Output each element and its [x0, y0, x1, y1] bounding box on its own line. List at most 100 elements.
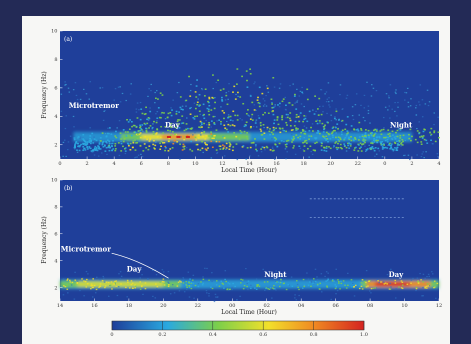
panel-b-speckle: [79, 289, 81, 292]
panel-a-speckle: [404, 139, 406, 142]
panel-a-energy-cell: [208, 113, 211, 116]
panel-b-speckle: [278, 272, 280, 275]
panel-a-energy-cell: [223, 137, 226, 139]
panel-a-speckle: [388, 97, 390, 99]
panel-a-energy-cell: [302, 141, 304, 144]
panel-a-speckle: [215, 81, 218, 84]
panel-b-energy-cell: [64, 286, 67, 288]
panel-a-speckle: [327, 101, 330, 103]
panel-a-speckle: [345, 97, 348, 99]
panel-a-night-cell: [393, 141, 396, 144]
panel-a-energy-cell: [276, 145, 279, 148]
colorbar-tick-label: 0.8: [310, 332, 318, 338]
panel-a-energy-cell: [131, 125, 133, 128]
panel-a-energy-cell: [361, 135, 364, 138]
panel-b-energy-cell: [265, 287, 267, 290]
panel-a-energy-cell: [215, 140, 218, 143]
panel-a-energy-cell: [267, 112, 270, 114]
panel-a-speckle: [139, 101, 142, 104]
panel-b-energy-cell: [185, 285, 188, 287]
panel-a-energy-cell: [295, 116, 298, 119]
panel-a-energy-cell: [273, 128, 276, 131]
panel-a-energy-cell: [176, 120, 179, 123]
panel-b-energy-cell: [364, 280, 366, 283]
panel-a-energy-cell: [306, 98, 309, 101]
panel-b-energy-cell: [424, 286, 427, 288]
panel-a-energy-cell: [190, 127, 193, 129]
panel-a-speckle: [369, 140, 372, 142]
panel-a-energy-cell: [213, 122, 216, 124]
panel-a-energy-cell: [89, 137, 92, 140]
panel-a-speckle: [328, 104, 330, 106]
panel-b-speckle: [250, 284, 252, 286]
panel-a-energy-cell: [292, 135, 295, 138]
panel-a-energy-cell: [186, 127, 189, 130]
panel-a-energy-cell: [286, 124, 288, 126]
panel-a-energy-cell: [249, 146, 252, 149]
panel-a-energy-cell: [147, 148, 150, 151]
panel-a-energy-cell: [77, 145, 79, 148]
panel-b-speckle: [295, 299, 298, 301]
panel-a-night-cell: [423, 138, 426, 141]
panel-a-energy-cell: [225, 94, 228, 97]
panel-a-energy-cell: [198, 105, 201, 107]
panel-a-energy-cell: [348, 138, 351, 141]
panel-b-energy-cell: [139, 281, 142, 283]
panel-a-energy-cell: [221, 100, 224, 102]
panel-a-energy-cell: [217, 79, 220, 81]
panel-b-energy-cell: [232, 282, 234, 285]
panel-a-speckle: [327, 82, 330, 84]
panel-b-speckle: [152, 295, 154, 298]
panel-b-speckle: [197, 283, 200, 285]
panel-b-energy-cell: [337, 279, 339, 281]
panel-b-speckle: [140, 268, 143, 270]
panel-a-speckle: [76, 151, 79, 153]
panel-a-energy-cell: [162, 142, 164, 144]
panel-b-energy-cell: [74, 279, 77, 281]
panel-a-night-cell: [384, 136, 387, 139]
panel-a-speckle: [263, 100, 266, 102]
panel-b-energy-cell: [383, 283, 386, 285]
panel-b-energy-cell: [188, 280, 191, 283]
panel-a-energy-cell: [256, 150, 258, 152]
panel-a-energy-cell: [119, 132, 122, 134]
panel-a-night-cell: [398, 144, 400, 146]
panel-a-energy-cell: [94, 145, 97, 148]
panel-a-speckle: [387, 109, 389, 111]
panel-a-label: (a): [64, 36, 72, 43]
panel-a-energy-cell: [273, 119, 276, 121]
panel-a-energy-cell: [164, 145, 167, 148]
panel-b-speckle: [255, 278, 258, 280]
panel-b-speckle: [102, 277, 105, 279]
panel-a-energy-cell: [90, 140, 93, 142]
panel-a-speckle: [384, 106, 387, 108]
panel-a-speckle: [247, 131, 249, 133]
panel-a-speckle: [362, 116, 365, 119]
panel-b-energy-cell: [215, 280, 218, 282]
panel-b-speckle: [236, 299, 238, 301]
panel-a-energy-cell: [127, 144, 130, 147]
panel-a-energy-cell: [292, 129, 294, 131]
panel-a-night-cell: [381, 143, 384, 146]
panel-a-energy-cell: [264, 111, 266, 114]
panel-b-speckle: [316, 279, 319, 281]
panel-b-speckle: [428, 275, 431, 277]
panel-a-energy-cell: [156, 117, 159, 119]
panel-b-energy-cell: [400, 280, 403, 282]
panel-a-speckle: [285, 109, 287, 111]
panel-a-energy-cell: [303, 132, 306, 135]
panel-a-energy-cell: [160, 117, 162, 119]
panel-a-energy-cell: [102, 141, 105, 143]
panel-a-energy-cell: [202, 103, 205, 106]
panel-a-speckle: [154, 91, 156, 94]
panel-b-speckle: [142, 293, 144, 296]
panel-a-energy-cell: [337, 139, 340, 141]
panel-a-energy-cell: [265, 145, 268, 148]
panel-b-energy-cell: [221, 282, 224, 284]
panel-a-energy-cell: [379, 142, 382, 144]
panel-a-energy-cell: [220, 120, 222, 123]
panel-a-energy-cell: [229, 119, 232, 121]
panel-a-energy-cell: [391, 134, 394, 136]
panel-b-speckle: [120, 275, 123, 277]
panel-a-speckle: [121, 92, 124, 95]
